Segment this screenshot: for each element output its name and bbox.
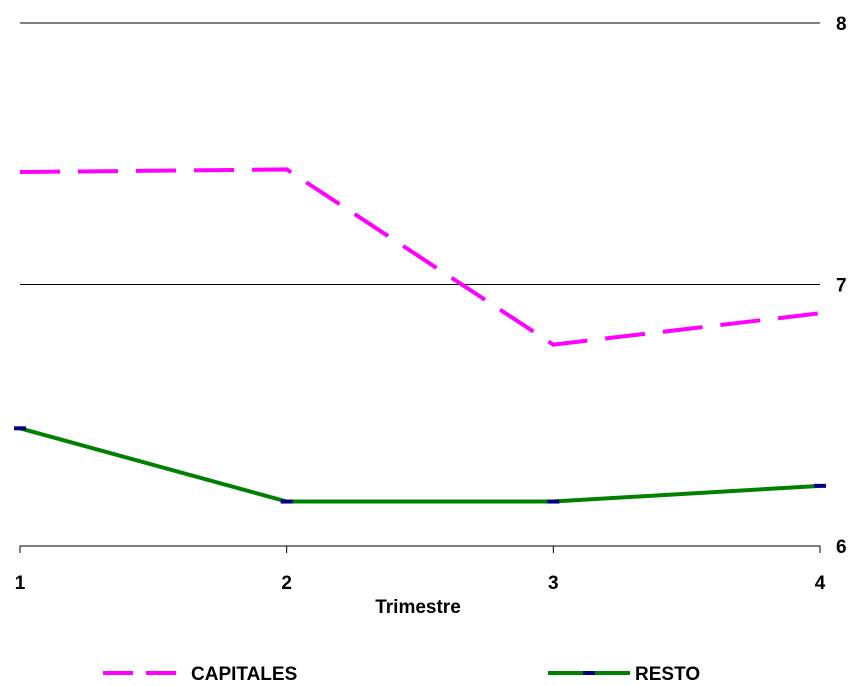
y-axis: 6 7 8 <box>836 14 847 558</box>
data-point <box>14 426 26 431</box>
series-line <box>19 167 821 347</box>
y-tick-label: 8 <box>836 14 847 35</box>
x-axis-title: Trimestre <box>375 597 461 618</box>
y-tick-label: 7 <box>836 276 847 297</box>
x-tick-label: 3 <box>548 573 559 594</box>
x-axis: 1 2 3 4 <box>15 546 826 594</box>
y-tick-label: 6 <box>836 537 847 558</box>
series-layer <box>14 167 826 504</box>
gridlines <box>20 22 820 547</box>
legend-marker <box>583 671 595 675</box>
data-point <box>547 499 560 504</box>
legend-item-resto: RESTO <box>548 664 700 685</box>
series-line <box>19 426 821 504</box>
x-tick-label: 4 <box>815 573 826 594</box>
x-tick-label: 2 <box>281 573 292 594</box>
data-point <box>814 483 826 488</box>
legend-label: CAPITALES <box>191 664 297 685</box>
data-point <box>280 499 293 504</box>
legend-label: RESTO <box>635 664 700 685</box>
x-tick-label: 1 <box>15 573 26 594</box>
legend-item-capitales: CAPITALES <box>103 664 297 685</box>
series-capitales <box>19 167 821 347</box>
series-resto <box>14 426 826 504</box>
legend: CAPITALES RESTO <box>103 664 700 685</box>
